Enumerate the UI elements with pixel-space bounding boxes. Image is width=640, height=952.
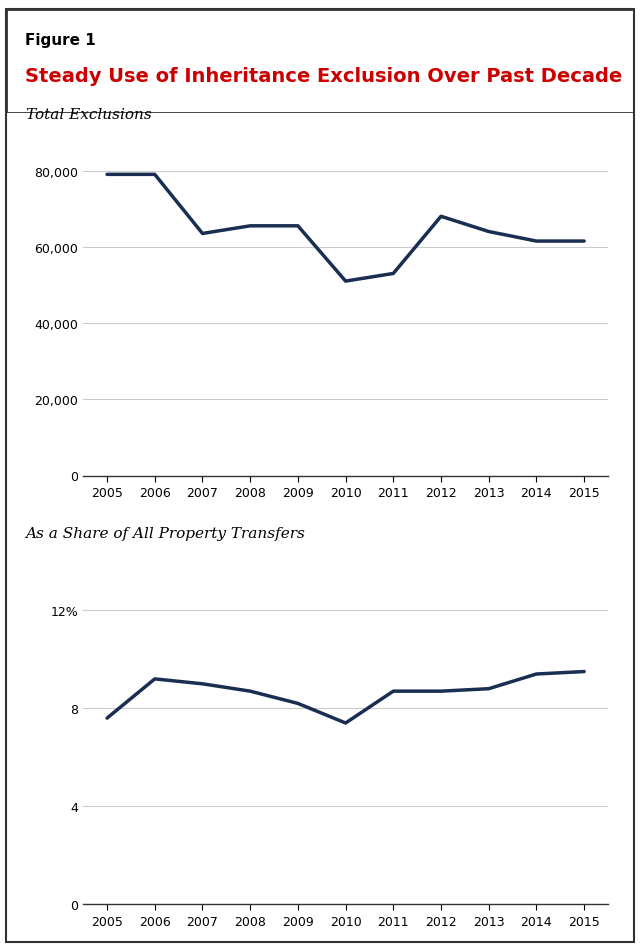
Text: Total Exclusions: Total Exclusions xyxy=(26,108,151,122)
Text: Steady Use of Inheritance Exclusion Over Past Decade: Steady Use of Inheritance Exclusion Over… xyxy=(25,68,623,86)
Text: As a Share of All Property Transfers: As a Share of All Property Transfers xyxy=(26,526,305,541)
Text: Figure 1: Figure 1 xyxy=(25,32,96,48)
